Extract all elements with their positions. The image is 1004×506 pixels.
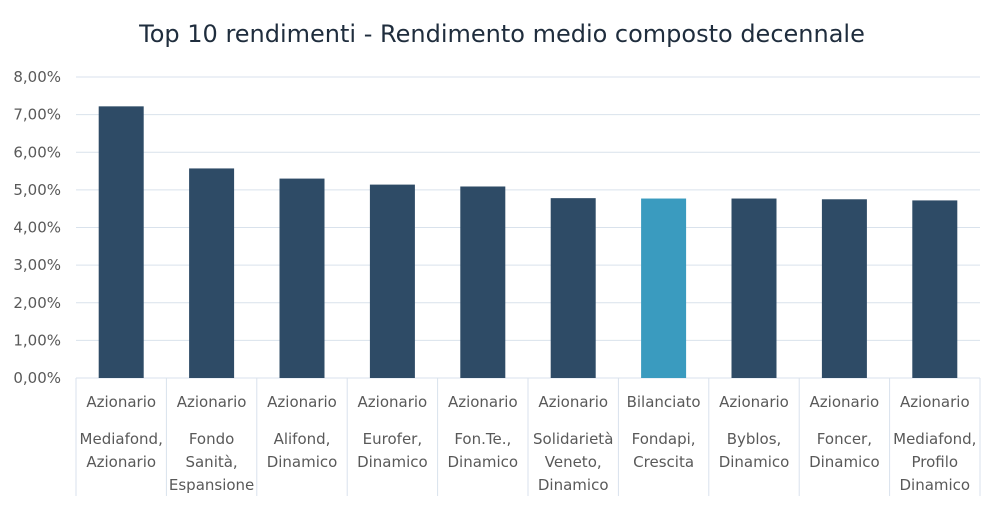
category-label: Alifond, [274, 430, 331, 448]
y-tick-label: 0,00% [13, 369, 61, 387]
category-label: Espansione [169, 476, 254, 494]
category-label: Foncer, [817, 430, 872, 448]
y-tick-label: 7,00% [13, 106, 61, 124]
category-label: Mediafond, [80, 430, 163, 448]
category-label: Veneto, [545, 453, 602, 471]
bar [460, 186, 506, 378]
category-group-label: Azionario [267, 393, 337, 411]
category-label: Crescita [633, 453, 694, 471]
category-group-label: Azionario [538, 393, 608, 411]
bar [189, 168, 235, 378]
bars [98, 106, 958, 378]
category-group-label: Azionario [86, 393, 156, 411]
category-label: Fondo [189, 430, 234, 448]
bar [821, 199, 867, 378]
category-group-label: Azionario [810, 393, 880, 411]
category-group-label: Azionario [177, 393, 247, 411]
category-label: Dinamico [538, 476, 609, 494]
category-label: Dinamico [719, 453, 790, 471]
category-group-label: Bilanciato [627, 393, 701, 411]
category-label: Dinamico [267, 453, 338, 471]
bar [912, 200, 958, 378]
bar [98, 106, 144, 378]
bar [279, 178, 325, 378]
bar [641, 198, 687, 378]
category-label: Solidarietà [533, 430, 613, 448]
y-axis-ticks: 0,00% 1,00% 2,00% 3,00% 4,00% 5,00% 6,00% 7,00%… [13, 68, 61, 387]
category-label: Dinamico [899, 476, 970, 494]
y-tick-label: 5,00% [13, 181, 61, 199]
y-tick-label: 1,00% [13, 331, 61, 349]
x-axis-categories: Azionario Mediafond, Azionario Azionario Fon… [80, 393, 977, 494]
category-group-label: Azionario [719, 393, 789, 411]
category-label: Profilo [912, 453, 959, 471]
category-label: Dinamico [809, 453, 880, 471]
category-label: Byblos, [727, 430, 782, 448]
category-group-label: Azionario [900, 393, 970, 411]
y-tick-label: 4,00% [13, 219, 61, 237]
category-label: Dinamico [447, 453, 518, 471]
chart-title: Top 10 rendimenti - Rendimento medio com… [138, 20, 865, 48]
category-label: Fon.Te., [454, 430, 511, 448]
y-tick-label: 6,00% [13, 143, 61, 161]
category-group-label: Azionario [358, 393, 428, 411]
category-label: Azionario [86, 453, 156, 471]
category-label: Dinamico [357, 453, 428, 471]
bar [369, 184, 415, 378]
category-group-label: Azionario [448, 393, 518, 411]
category-label: Sanità, [185, 453, 237, 471]
category-label: Eurofer, [363, 430, 422, 448]
bar [731, 198, 777, 378]
y-tick-label: 2,00% [13, 294, 61, 312]
y-tick-label: 8,00% [13, 68, 61, 86]
bar [550, 198, 596, 378]
y-tick-label: 3,00% [13, 256, 61, 274]
category-label: Fondapi, [632, 430, 696, 448]
category-label: Mediafond, [893, 430, 976, 448]
